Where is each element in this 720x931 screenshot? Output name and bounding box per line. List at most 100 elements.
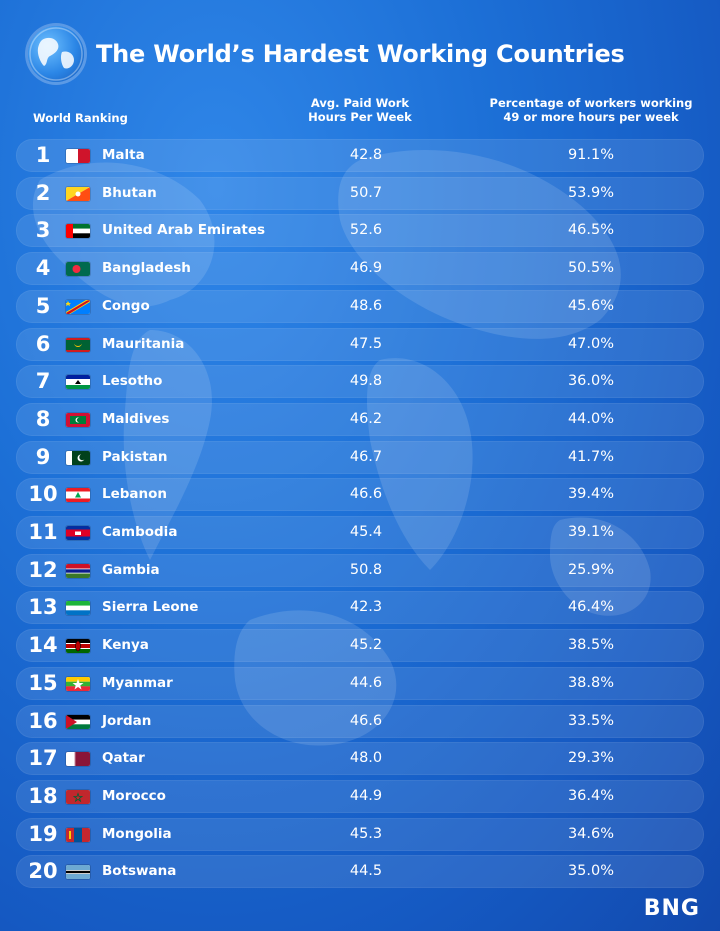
percentage-value: 38.8% [567,675,615,691]
rank-number: 16 [28,709,58,733]
kenya-flag [66,639,90,653]
bangladesh-flag [66,262,90,276]
avg-hours-value: 44.5 [349,863,383,879]
table-row: 7 Lesotho 49.8 36.0% [16,365,704,398]
rank-number: 7 [35,369,51,393]
country-name: Botswana [102,863,177,879]
uae-flag [66,224,90,238]
rank-number: 18 [28,784,58,808]
bng-logo: BNG [643,896,700,921]
country-name: Maldives [102,411,170,427]
malta-flag [66,149,90,163]
table-row: 5 Congo 48.6 45.6% [16,290,704,323]
avg-hours-value: 50.7 [349,185,383,201]
maldives-flag [66,413,90,427]
page-title: The World’s Hardest Working Countries [96,40,625,68]
lesotho-flag [66,375,90,389]
rank-number: 12 [28,558,58,582]
table-row: 6 Mauritania 47.5 47.0% [16,328,704,361]
percentage-value: 41.7% [567,449,615,465]
avg-hours-value: 46.2 [349,411,383,427]
table-row: 16 Jordan 46.6 33.5% [16,705,704,738]
percentage-value: 50.5% [567,260,615,276]
rank-number: 10 [28,482,58,506]
qatar-flag [66,752,90,766]
avg-hours-value: 42.8 [349,147,383,163]
table-row: 10 Lebanon 46.6 39.4% [16,478,704,511]
country-name: Mauritania [102,336,185,352]
congo-flag [66,300,90,314]
rank-number: 4 [35,256,51,280]
avg-hours-value: 45.4 [349,524,383,540]
country-name: Cambodia [102,524,178,540]
country-name: Congo [102,298,150,314]
table-row: 8 Maldives 46.2 44.0% [16,403,704,436]
rank-number: 20 [28,859,58,883]
rank-number: 13 [28,595,58,619]
country-name: Malta [102,147,145,163]
table-row: 9 Pakistan 46.7 41.7% [16,441,704,474]
morocco-flag [66,790,90,804]
table-row: 15 Myanmar 44.6 38.8% [16,667,704,700]
globe-icon [28,26,84,82]
lebanon-flag [66,488,90,502]
percentage-value: 33.5% [567,713,615,729]
country-name: Bangladesh [102,260,191,276]
avg-hours-value: 48.6 [349,298,383,314]
rank-number: 19 [28,822,58,846]
percentage-value: 45.6% [567,298,615,314]
mongolia-flag [66,828,90,842]
myanmar-flag [66,677,90,691]
rank-number: 1 [35,143,51,167]
country-name: United Arab Emirates [102,222,266,238]
table-row: 3 United Arab Emirates 52.6 46.5% [16,214,704,247]
percentage-value: 53.9% [567,185,615,201]
percentage-value: 34.6% [567,826,615,842]
avg-hours-value: 45.3 [349,826,383,842]
table-row: 19 Mongolia 45.3 34.6% [16,818,704,851]
rank-number: 6 [35,332,51,356]
percentage-value: 38.5% [567,637,615,653]
percentage-value: 47.0% [567,336,615,352]
percentage-value: 46.5% [567,222,615,238]
avg-hours-value: 48.0 [349,750,383,766]
percentage-value: 44.0% [567,411,615,427]
rank-number: 8 [35,407,51,431]
percentage-value: 29.3% [567,750,615,766]
mauritania-flag [66,338,90,352]
country-name: Sierra Leone [102,599,199,615]
rank-number: 3 [35,218,51,242]
sierra-leone-flag [66,601,90,615]
country-name: Myanmar [102,675,173,691]
percentage-value: 36.0% [567,373,615,389]
gambia-flag [66,564,90,578]
rank-number: 11 [28,520,58,544]
botswana-flag [66,865,90,879]
country-name: Lebanon [102,486,168,502]
table-row: 2 Bhutan 50.7 53.9% [16,177,704,210]
percentage-value: 46.4% [567,599,615,615]
country-name: Lesotho [102,373,163,389]
rank-number: 15 [28,671,58,695]
rank-number: 9 [35,445,51,469]
rank-number: 14 [28,633,58,657]
avg-hours-value: 44.6 [349,675,383,691]
percentage-value: 25.9% [567,562,615,578]
rank-number: 2 [35,181,51,205]
rank-number: 17 [28,746,58,770]
avg-hours-value: 49.8 [349,373,383,389]
table-row: 17 Qatar 48.0 29.3% [16,742,704,775]
table-row: 18 Morocco 44.9 36.4% [16,780,704,813]
table-row: 20 Botswana 44.5 35.0% [16,855,704,888]
avg-hours-value: 47.5 [349,336,383,352]
avg-hours-value: 46.6 [349,713,383,729]
percentage-value: 39.1% [567,524,615,540]
country-name: Morocco [102,788,166,804]
table-row: 4 Bangladesh 46.9 50.5% [16,252,704,285]
avg-hours-value: 46.9 [349,260,383,276]
rank-number: 5 [35,294,51,318]
avg-hours-value: 45.2 [349,637,383,653]
cambodia-flag [66,526,90,540]
table-row: 12 Gambia 50.8 25.9% [16,554,704,587]
percentage-value: 36.4% [567,788,615,804]
